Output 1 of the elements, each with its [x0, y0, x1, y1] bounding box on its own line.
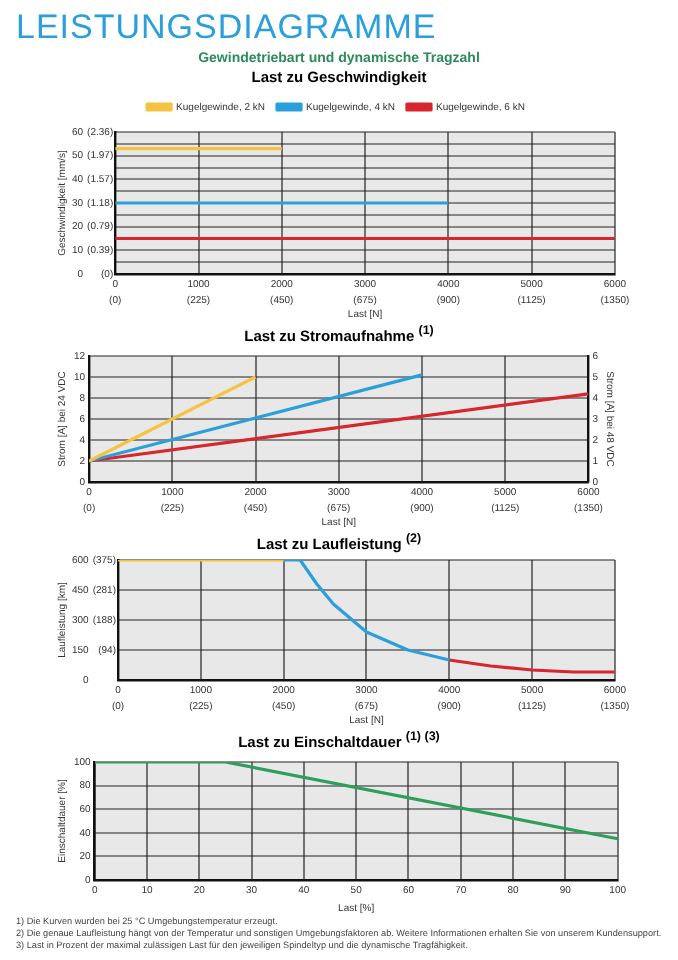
text: LEISTUNGSDIAGRAMME [16, 8, 439, 48]
